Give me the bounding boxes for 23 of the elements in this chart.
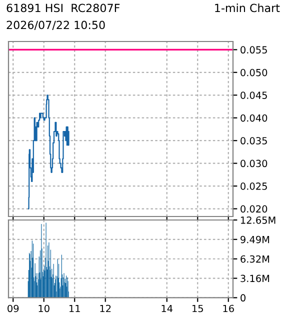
y-tick-label: 12.65M <box>241 216 276 224</box>
y-tick-label: 3.16M <box>240 274 270 282</box>
x-tick-label: 11 <box>70 304 80 312</box>
y-tick-label: 0.020 <box>240 205 268 213</box>
x-tick-label: 14 <box>162 304 173 312</box>
y-tick-label: 0.055 <box>240 46 267 54</box>
x-tick-label: 09 <box>8 304 19 312</box>
y-tick-label: 0 <box>240 294 246 302</box>
y-tick-label: 0.030 <box>240 160 268 168</box>
y-tick-label: 0.040 <box>240 114 268 122</box>
text: 2026/07/22 10:50 <box>6 20 105 30</box>
x-tick-label: 10 <box>38 304 50 312</box>
x-tick-label: 12 <box>100 304 111 312</box>
y-tick-label: 6.32M <box>240 255 270 263</box>
chart-title: 61891 HSI RC2807F <box>6 4 120 12</box>
y-tick-label: 0.045 <box>240 92 267 99</box>
y-tick-label: 0.050 <box>240 68 268 76</box>
y-tick-label: 0.025 <box>240 182 267 190</box>
chart-subtitle: 1-min Chart <box>215 4 280 12</box>
x-tick-label: 15 <box>192 304 203 312</box>
y-tick-label: 9.49M <box>240 236 270 244</box>
x-tick-label: 16 <box>223 304 234 312</box>
y-tick-label: 0.035 <box>240 137 267 144</box>
